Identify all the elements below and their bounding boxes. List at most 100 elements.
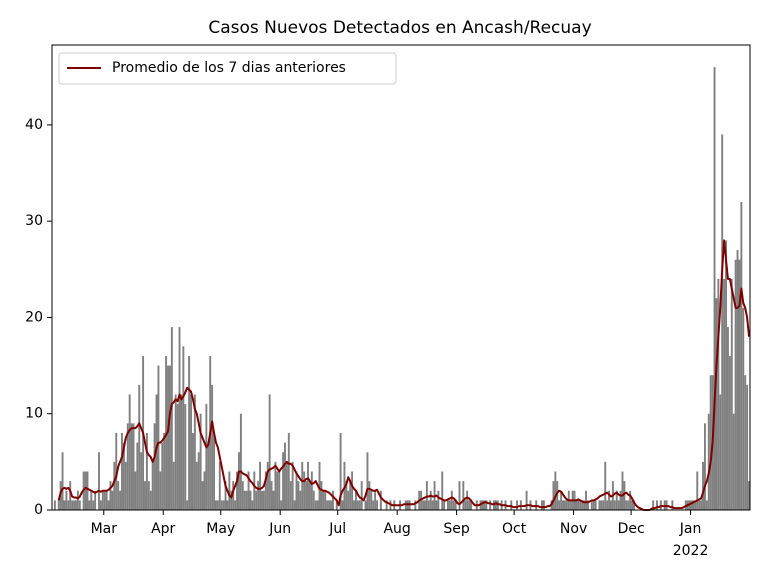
bar [617, 500, 620, 510]
bar [462, 481, 465, 510]
bar [454, 500, 457, 510]
x-tick-label: Apr [151, 521, 175, 537]
bar [188, 355, 191, 510]
bar [443, 500, 446, 510]
bar [703, 423, 706, 510]
bar [713, 67, 716, 511]
bar [744, 375, 747, 510]
bar [61, 452, 64, 510]
bar [272, 490, 275, 510]
bar [575, 500, 578, 510]
bar [385, 500, 388, 510]
bar [458, 481, 461, 510]
bar [364, 500, 367, 510]
bar [690, 500, 693, 510]
bar [238, 452, 240, 510]
bar [705, 500, 708, 510]
bar [585, 490, 588, 510]
bar [297, 481, 300, 510]
bar [251, 500, 254, 510]
legend-box [58, 52, 397, 85]
bar [435, 500, 438, 510]
plot-frame [51, 44, 751, 511]
bar [466, 490, 469, 510]
bar [94, 490, 97, 510]
x-tick-label: Jul [328, 521, 346, 537]
bar [610, 500, 612, 510]
bar [725, 240, 727, 510]
bar [560, 490, 563, 510]
bar [136, 442, 139, 510]
bar [730, 278, 733, 510]
bar [285, 461, 288, 510]
bar [67, 500, 70, 510]
bar [255, 490, 258, 510]
bar [105, 490, 108, 510]
bar [494, 500, 497, 510]
bar [261, 490, 263, 510]
bar [71, 500, 74, 510]
bar [331, 490, 334, 510]
bar [562, 500, 564, 510]
bar [295, 471, 298, 510]
bar [316, 500, 319, 510]
bar [427, 500, 430, 510]
bar [182, 346, 185, 510]
bar [351, 471, 354, 510]
bar [516, 500, 518, 510]
bar [90, 490, 93, 510]
bar [581, 500, 584, 510]
bar [149, 490, 152, 510]
bar [159, 471, 162, 510]
bar [734, 259, 737, 510]
bar [101, 490, 104, 510]
bar [318, 461, 321, 510]
bar [287, 432, 290, 510]
bar [239, 413, 242, 510]
bar [92, 500, 95, 510]
bar [201, 481, 204, 510]
bar [587, 500, 589, 510]
bar [633, 500, 635, 510]
bar [621, 471, 624, 510]
bar [122, 442, 125, 510]
bar [623, 481, 626, 510]
bar [214, 500, 217, 510]
bar [220, 500, 223, 510]
bar [604, 461, 607, 510]
bar [69, 481, 72, 510]
bar [232, 481, 235, 510]
bar [448, 500, 451, 510]
bar [138, 384, 141, 510]
y-tick-label: 20 [25, 309, 43, 325]
bar [360, 481, 363, 510]
bar [293, 500, 296, 510]
bar [742, 307, 745, 510]
bar [424, 500, 426, 510]
bar [700, 500, 703, 510]
bar [447, 500, 449, 510]
x-tick-label: Dec [618, 521, 645, 537]
bar [715, 298, 718, 510]
bar [172, 461, 175, 510]
bar [470, 500, 472, 510]
bar [552, 481, 555, 510]
bar [366, 452, 369, 510]
bar [228, 471, 231, 510]
bar [132, 423, 135, 510]
bar [103, 490, 106, 510]
bar [324, 490, 327, 510]
bar [98, 452, 100, 510]
bar [328, 500, 331, 510]
bar [157, 365, 160, 510]
bar [190, 394, 192, 510]
bar [73, 500, 76, 510]
bar [368, 481, 371, 510]
bar [556, 481, 559, 510]
bar [748, 481, 750, 510]
bar [483, 500, 486, 510]
bar [63, 500, 66, 510]
bar [226, 500, 229, 510]
bar [322, 490, 325, 510]
bar [121, 432, 123, 510]
